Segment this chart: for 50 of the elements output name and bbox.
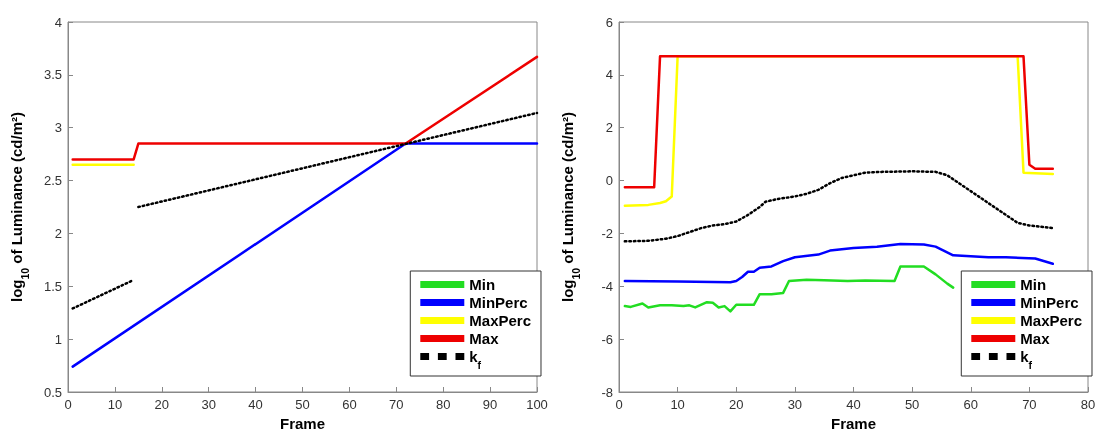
y-tick-label: 2.5 bbox=[43, 173, 62, 189]
x-tick-label: 10 bbox=[670, 397, 685, 412]
legend-label: MaxPerc bbox=[469, 312, 532, 329]
legend-label: MaxPerc bbox=[1020, 312, 1083, 329]
x-tick-label: 80 bbox=[1080, 397, 1096, 412]
y-tick-label: -2 bbox=[601, 225, 613, 241]
x-axis-title: Frame bbox=[830, 415, 877, 432]
y-tick-label: 2 bbox=[605, 120, 613, 136]
x-tick-label: 10 bbox=[107, 397, 123, 412]
x-tick-label: 70 bbox=[1022, 397, 1037, 412]
y-tick-label: 2 bbox=[54, 225, 62, 241]
legend-label: Min bbox=[1020, 276, 1047, 293]
x-tick-label: 30 bbox=[787, 397, 803, 412]
x-tick-label: 20 bbox=[154, 397, 170, 412]
y-tick-label: 4 bbox=[605, 67, 613, 83]
line-series bbox=[623, 170, 1055, 243]
x-tick-label: 40 bbox=[248, 397, 263, 412]
legend-label: MinPerc bbox=[469, 294, 528, 311]
x-tick-label: 60 bbox=[963, 397, 978, 412]
y-tick-label: 6 bbox=[605, 14, 613, 30]
legend-label: Max bbox=[469, 330, 500, 347]
x-tick-label: 0 bbox=[64, 397, 72, 412]
y-tick-label: -6 bbox=[601, 331, 613, 347]
x-axis-title: Frame bbox=[279, 415, 326, 432]
y-tick-label: -8 bbox=[601, 384, 613, 400]
x-tick-label: 50 bbox=[295, 397, 310, 412]
x-tick-label: 80 bbox=[435, 397, 451, 412]
y-tick-label: 1 bbox=[54, 331, 62, 347]
legend-label: Min bbox=[469, 276, 496, 293]
x-tick-label: 0 bbox=[615, 397, 623, 412]
y-axis-title: log10 of Luminance (cd/m²) bbox=[559, 111, 582, 303]
x-tick-label: 20 bbox=[729, 397, 744, 412]
y-tick-label: 3 bbox=[54, 120, 62, 136]
y-tick-label: 0.5 bbox=[43, 384, 62, 400]
x-tick-label: 90 bbox=[482, 397, 498, 412]
legend-label: Max bbox=[1020, 330, 1051, 347]
x-tick-label: 100 bbox=[526, 397, 548, 412]
y-tick-label: 1.5 bbox=[43, 278, 62, 294]
x-tick-label: 70 bbox=[389, 397, 404, 412]
x-tick-label: 50 bbox=[904, 397, 920, 412]
legend-label: MinPerc bbox=[1020, 294, 1079, 311]
x-tick-label: 40 bbox=[846, 397, 861, 412]
y-tick-label: 0 bbox=[605, 173, 613, 189]
y-tick-label: -4 bbox=[601, 278, 613, 294]
x-tick-label: 60 bbox=[342, 397, 357, 412]
y-tick-label: 4 bbox=[54, 14, 62, 30]
y-axis-title: log10 of Luminance (cd/m²) bbox=[8, 111, 31, 303]
x-tick-label: 30 bbox=[201, 397, 216, 412]
line-series bbox=[623, 265, 955, 313]
y-tick-label: 3.5 bbox=[43, 67, 62, 83]
